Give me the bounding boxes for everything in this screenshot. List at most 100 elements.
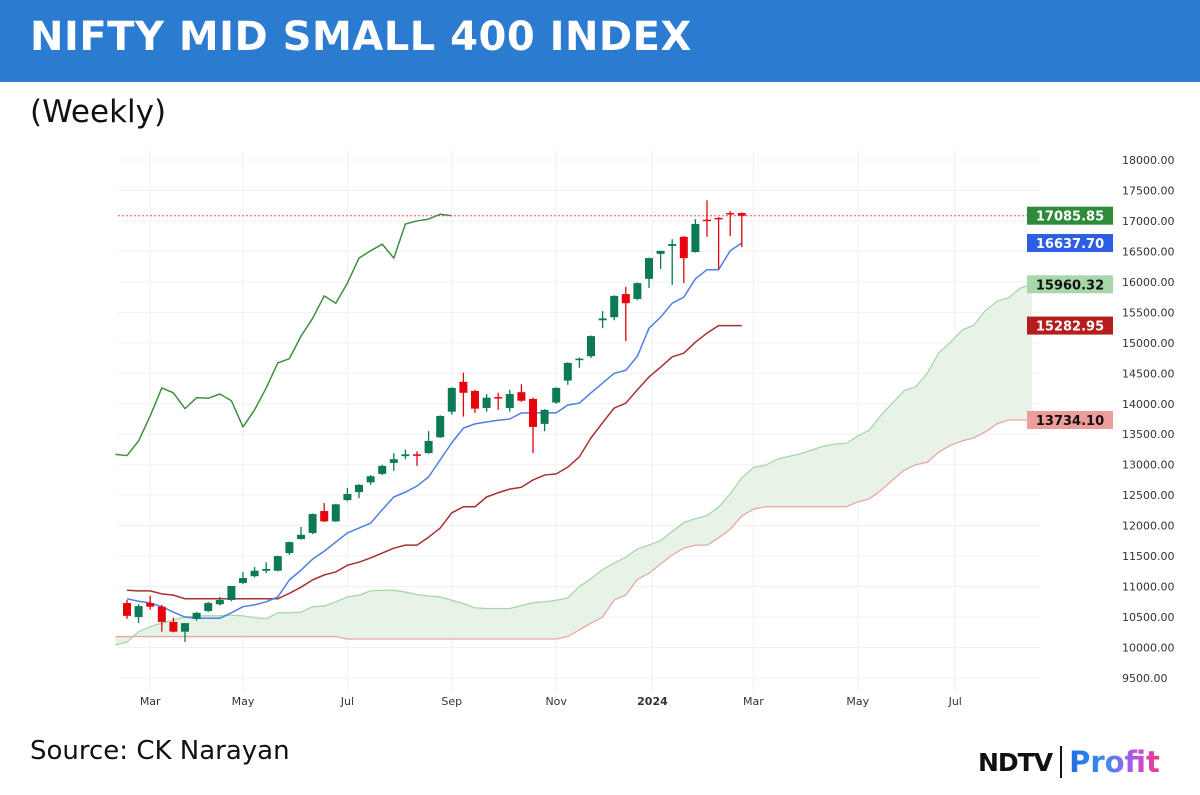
x-tick-label: Mar xyxy=(140,695,161,708)
candle-body xyxy=(505,394,514,409)
candle-up xyxy=(656,250,665,270)
candle-body xyxy=(610,295,619,318)
candle-up xyxy=(204,601,213,613)
ichimoku-cloud xyxy=(115,284,1032,646)
candle-up xyxy=(598,311,607,329)
candle-body xyxy=(540,409,549,424)
price-labels: 17085.85 16637.70 15960.32 15282.95 13734.10 xyxy=(1027,206,1113,429)
y-tick-label: 15000.00 xyxy=(1122,337,1175,350)
candle-body xyxy=(146,603,155,607)
candle-body xyxy=(447,387,456,412)
candle-body xyxy=(737,213,746,216)
candle-body xyxy=(621,294,630,304)
candle-body xyxy=(308,514,317,533)
candle-down xyxy=(471,389,479,413)
y-tick-label: 17000.00 xyxy=(1122,215,1175,228)
y-tick-label: 16000.00 xyxy=(1122,276,1175,289)
candle-body xyxy=(645,258,653,279)
price-badge-text: 15960.32 xyxy=(1036,278,1104,293)
candle-body xyxy=(691,223,700,253)
cloud-fill xyxy=(115,284,1032,646)
candle-body xyxy=(703,219,711,222)
y-tick-label: 16500.00 xyxy=(1122,245,1175,258)
candle-body xyxy=(424,440,433,454)
candle-up xyxy=(540,409,549,432)
ndtv-profit-logo: NDTV Profit xyxy=(978,742,1160,782)
price-badge-span_a: 15960.32 xyxy=(1027,275,1113,294)
y-tick-label: 17500.00 xyxy=(1122,184,1175,197)
candle-body xyxy=(123,603,131,616)
x-tick-label: Jul xyxy=(340,695,354,708)
y-tick-label: 13000.00 xyxy=(1122,459,1175,472)
candle-body xyxy=(389,459,398,463)
candle-body xyxy=(679,236,688,259)
price-badge-span_b: 13734.10 xyxy=(1027,410,1113,429)
logo-product: Profit xyxy=(1069,745,1160,779)
x-tick-label: Sep xyxy=(441,695,462,708)
y-tick-label: 12500.00 xyxy=(1122,489,1175,502)
x-tick-label: Jul xyxy=(948,695,962,708)
title-banner: NIFTY MID SMALL 400 INDEX xyxy=(0,0,1200,82)
y-tick-label: 11000.00 xyxy=(1122,581,1175,594)
candle-body xyxy=(227,585,236,600)
candle-up xyxy=(645,257,653,288)
candle-up xyxy=(610,295,619,321)
candle-up xyxy=(691,219,700,253)
price-badge-bg xyxy=(1027,410,1113,429)
y-tick-label: 12000.00 xyxy=(1122,520,1175,533)
candle-up xyxy=(273,555,282,572)
candle-body xyxy=(714,217,723,220)
source-credit: Source: CK Narayan xyxy=(30,736,290,766)
price-badge-kijun: 15282.95 xyxy=(1027,316,1113,335)
candle-body xyxy=(239,578,247,583)
candle-down xyxy=(714,217,723,270)
price-badge-bg xyxy=(1027,275,1113,294)
y-tick-label: 15500.00 xyxy=(1122,306,1175,319)
candle-up xyxy=(447,387,456,415)
candle-down xyxy=(157,604,166,632)
candle-up xyxy=(587,335,595,359)
candle-body xyxy=(250,570,259,577)
price-badge-bg xyxy=(1027,234,1113,253)
candle-down xyxy=(320,503,329,522)
candle-body xyxy=(343,493,352,501)
candle-up xyxy=(285,541,294,555)
candle-up xyxy=(563,362,572,385)
candle-body xyxy=(436,415,445,438)
candle-body xyxy=(633,283,642,299)
candle-body xyxy=(378,465,387,474)
logo-brand: NDTV xyxy=(978,747,1053,777)
y-tick-label: 10500.00 xyxy=(1122,611,1175,624)
y-tick-label: 18000.00 xyxy=(1122,154,1175,167)
x-tick-label: Mar xyxy=(743,695,764,708)
candle-body xyxy=(575,358,584,361)
candle-body xyxy=(273,556,282,571)
candle-down xyxy=(123,599,131,619)
candle-body xyxy=(587,336,595,357)
price-badge-text: 13734.10 xyxy=(1036,414,1104,429)
candle-body xyxy=(262,568,271,571)
candle-body xyxy=(563,362,572,381)
candle-down xyxy=(679,236,688,284)
x-tick-label: May xyxy=(232,695,255,708)
y-tick-label: 9500.00 xyxy=(1122,672,1168,685)
candle-body xyxy=(668,244,677,246)
candle-up xyxy=(250,567,259,578)
candle-up xyxy=(482,394,491,412)
candle-up xyxy=(343,487,352,502)
y-tick-label: 11500.00 xyxy=(1122,550,1175,563)
candle-up xyxy=(355,484,363,499)
y-tick-label: 14500.00 xyxy=(1122,367,1175,380)
candle-up xyxy=(505,389,514,412)
candle-down xyxy=(413,451,421,466)
candle-down xyxy=(703,200,711,237)
candle-up xyxy=(215,596,224,606)
price-badge-close: 17085.85 xyxy=(1027,206,1113,225)
x-tick-label: 2024 xyxy=(637,695,668,708)
candle-up xyxy=(308,513,317,535)
candle-down xyxy=(459,372,468,417)
candle-body xyxy=(285,542,294,554)
candle-up xyxy=(192,612,201,621)
chart-title: NIFTY MID SMALL 400 INDEX xyxy=(30,14,692,60)
